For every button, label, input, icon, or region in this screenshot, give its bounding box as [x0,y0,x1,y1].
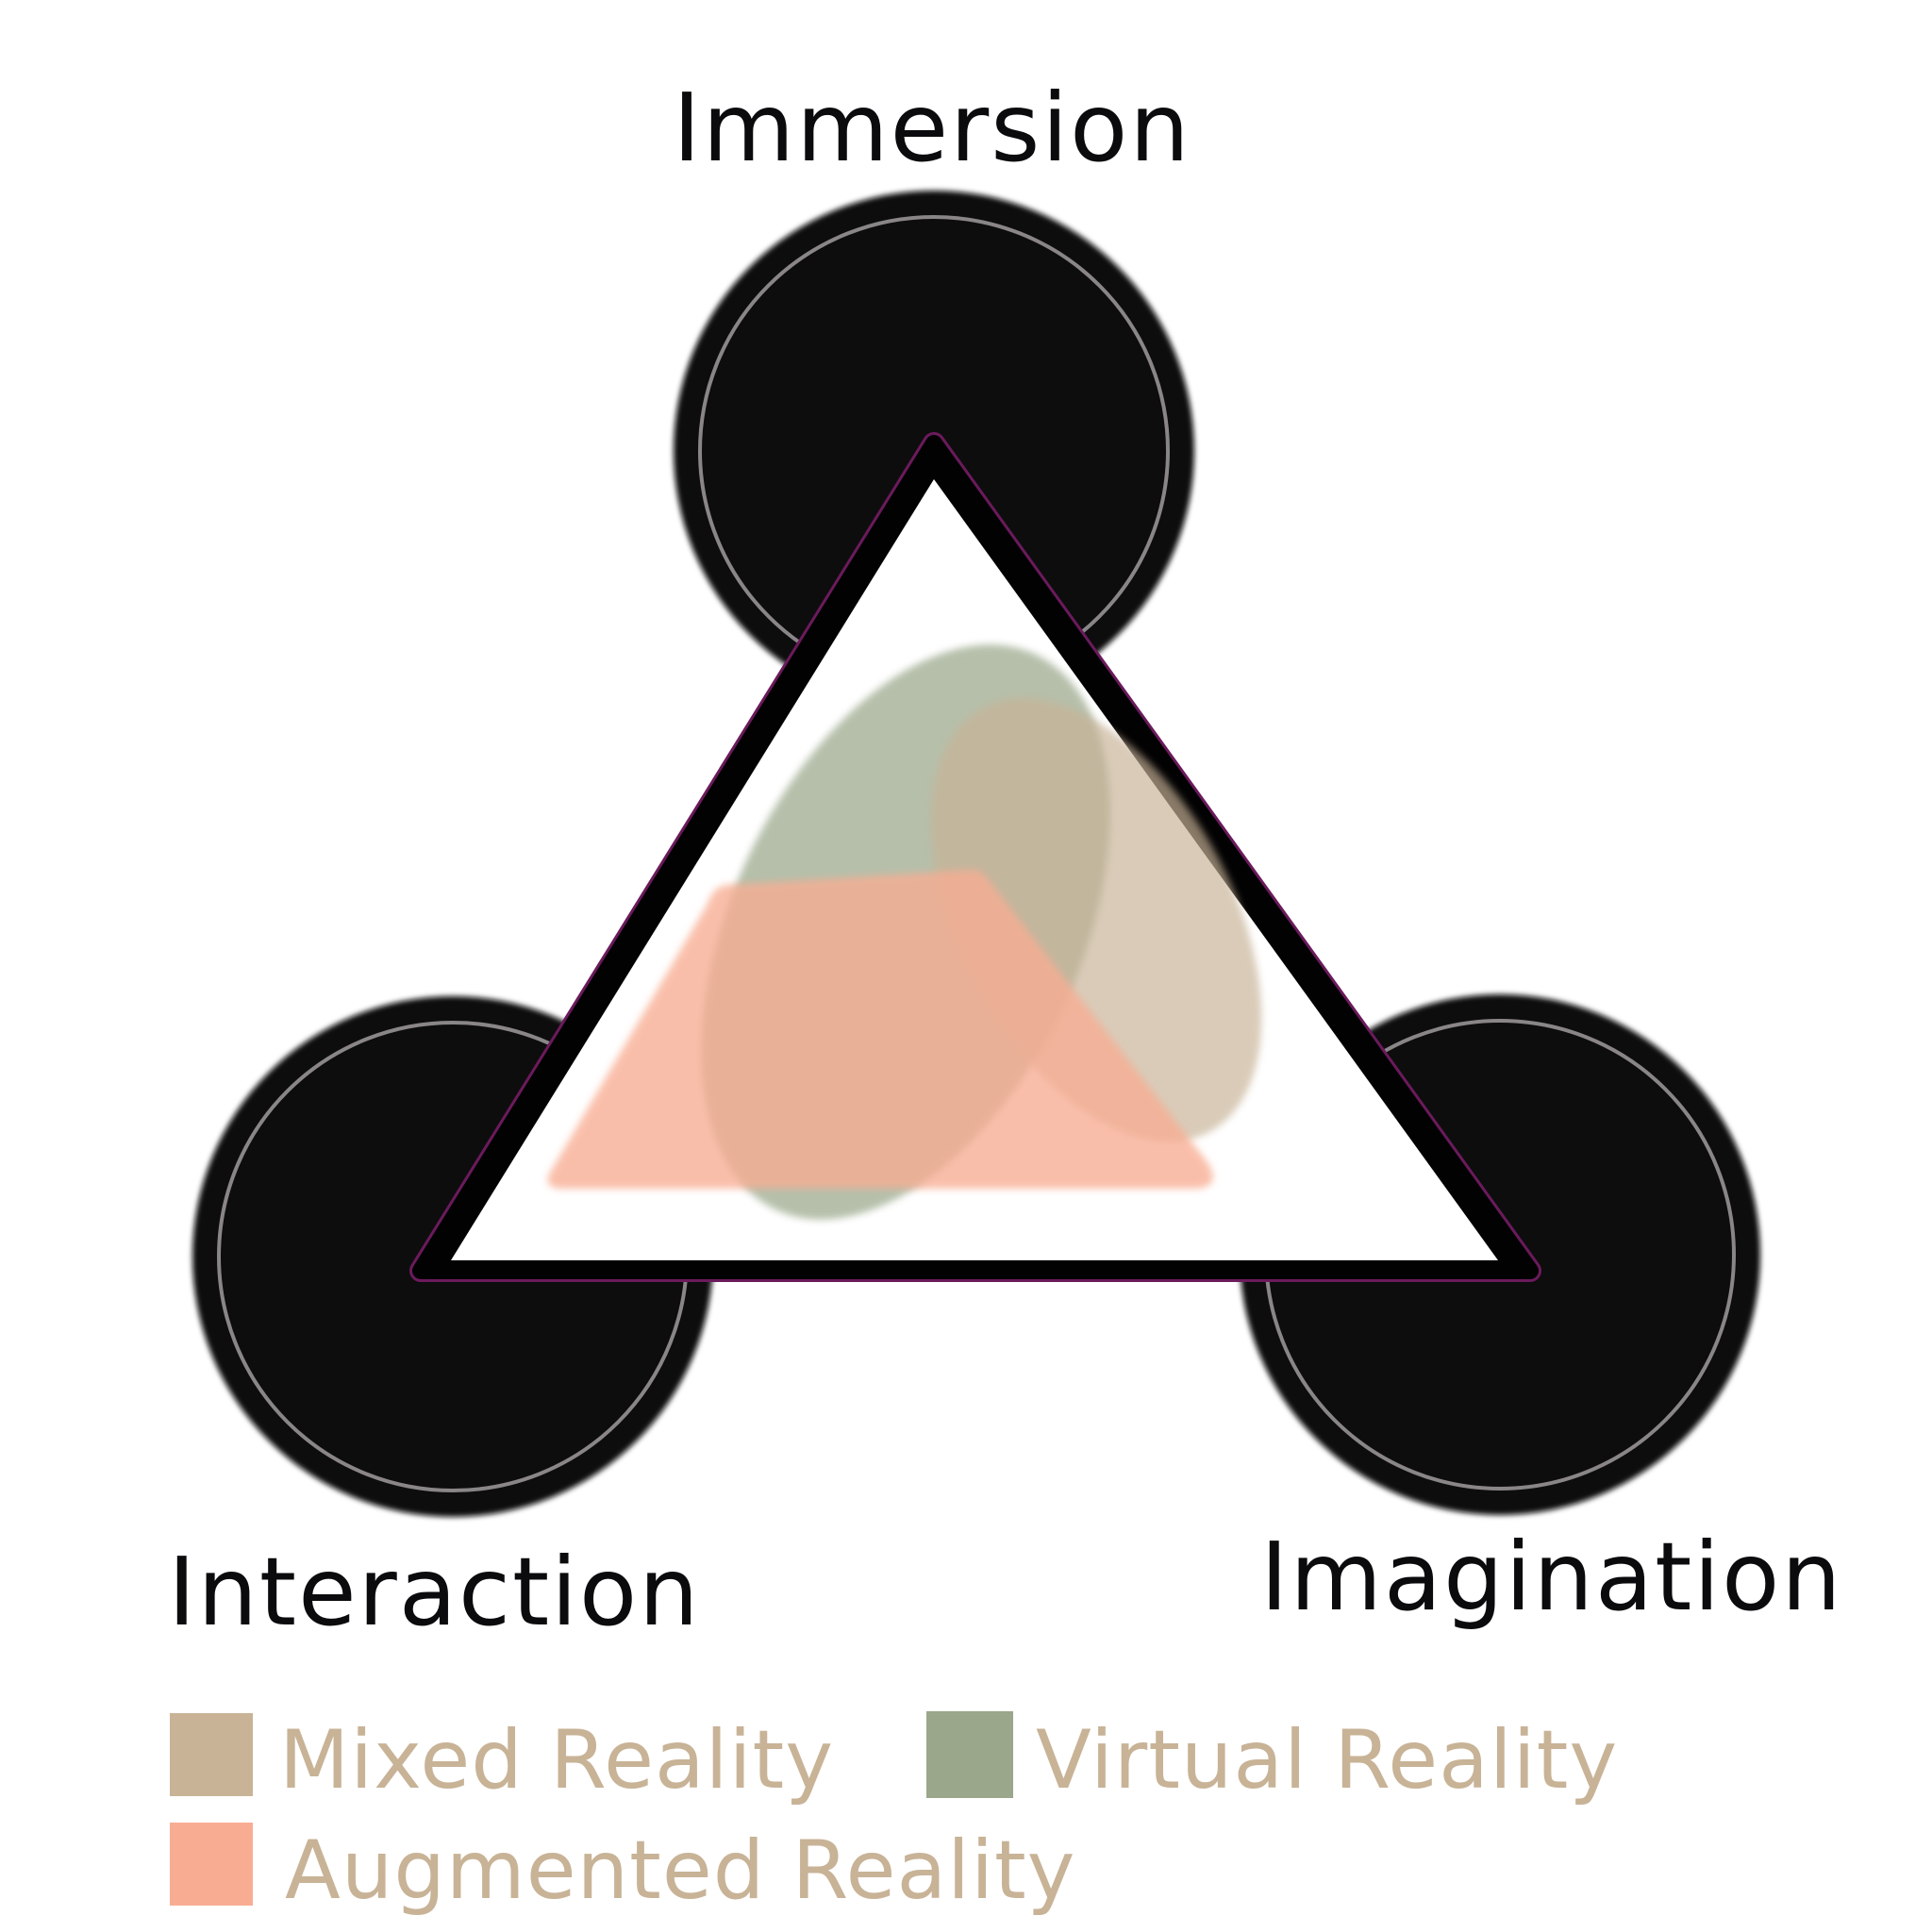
legend-swatch-augmented [170,1823,253,1906]
label-immersion: Immersion [673,73,1191,183]
legend-label-mixed: Mixed Reality [279,1713,834,1807]
legend-item-mixed-reality: Mixed Reality [170,1713,834,1807]
legend-label-augmented: Augmented Reality [285,1824,1076,1918]
legend: Mixed Reality Virtual Reality Augmented … [170,1711,1618,1918]
augmented-reality-region [547,870,1213,1189]
legend-item-augmented-reality: Augmented Reality [170,1823,1076,1918]
label-imagination: Imagination [1260,1522,1843,1632]
legend-item-virtual-reality: Virtual Reality [926,1711,1618,1807]
legend-label-virtual: Virtual Reality [1036,1713,1618,1807]
legend-swatch-virtual [926,1711,1013,1798]
label-interaction: Interaction [168,1537,701,1647]
legend-swatch-mixed [170,1713,253,1796]
